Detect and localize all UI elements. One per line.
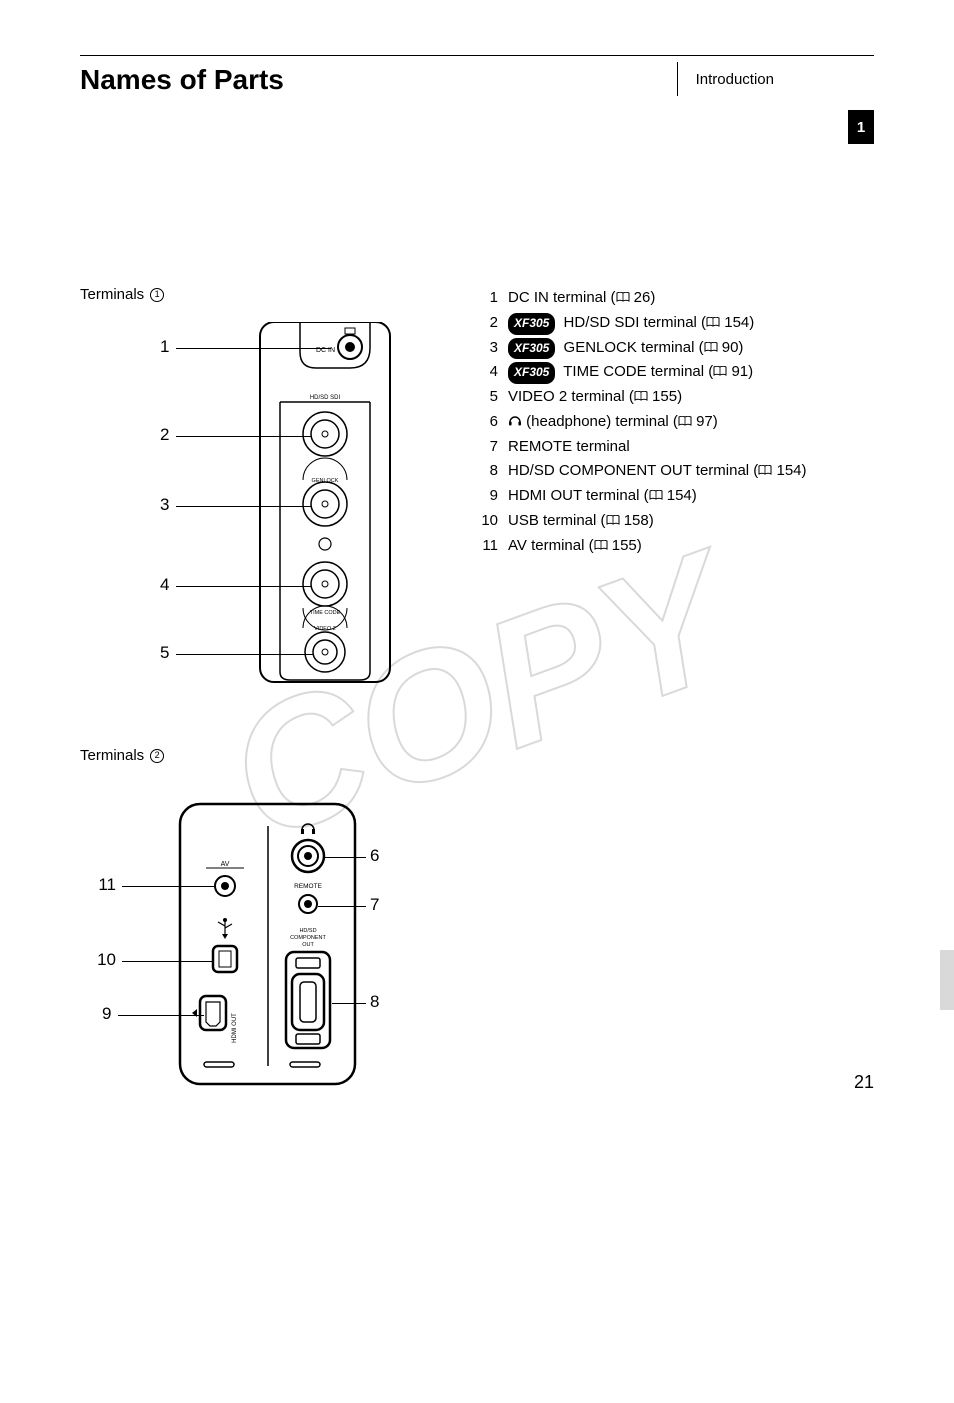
callout-d2-11: 11	[94, 875, 116, 895]
book-icon	[713, 366, 727, 377]
terminal-number: 10	[480, 509, 498, 534]
callout-d1-3: 3	[160, 495, 169, 515]
terminal-desc: HD/SD COMPONENT OUT terminal ( 154)	[508, 459, 807, 484]
terminal-desc: XF305 TIME CODE terminal ( 91)	[508, 360, 753, 385]
book-icon	[678, 416, 692, 427]
circled-2: 2	[150, 749, 164, 763]
terminal-desc: XF305 HD/SD SDI terminal ( 154)	[508, 311, 754, 336]
book-icon	[594, 540, 608, 551]
terminal-row: 5 VIDEO 2 terminal ( 155)	[480, 385, 874, 410]
terminal-row: 7 REMOTE terminal	[480, 435, 874, 460]
callout-d2-6: 6	[370, 846, 379, 866]
headphone-icon	[508, 414, 522, 428]
terminal-row: 11 AV terminal ( 155)	[480, 534, 874, 559]
svg-text:HD/SD SDI: HD/SD SDI	[310, 395, 341, 401]
section-name: Introduction	[696, 71, 774, 88]
terminal-desc: (headphone) terminal ( 97)	[508, 410, 718, 435]
terminal-number: 5	[480, 385, 498, 410]
callout-d2-7: 7	[370, 895, 379, 915]
terminal-number: 3	[480, 336, 498, 361]
terminal-row: 2 XF305 HD/SD SDI terminal ( 154)	[480, 311, 874, 336]
svg-text:AV: AV	[221, 861, 230, 868]
terminal-row: 8 HD/SD COMPONENT OUT terminal ( 154)	[480, 459, 874, 484]
book-icon	[606, 515, 620, 526]
terminal-desc: XF305 GENLOCK terminal ( 90)	[508, 336, 743, 361]
terminal-number: 1	[480, 286, 498, 311]
terminal-desc: HDMI OUT terminal ( 154)	[508, 484, 697, 509]
terminal-desc: USB terminal ( 158)	[508, 509, 654, 534]
terminal-list: 1 DC IN terminal ( 26) 2 XF305 HD/SD SDI te…	[480, 286, 874, 558]
book-icon	[616, 292, 630, 303]
svg-text:COMPONENT: COMPONENT	[290, 935, 326, 941]
terminal-number: 2	[480, 311, 498, 336]
section-2-label: Terminals 2	[80, 747, 440, 764]
terminal-desc: VIDEO 2 terminal ( 155)	[508, 385, 682, 410]
book-icon	[704, 342, 718, 353]
book-icon	[634, 391, 648, 402]
svg-text:VIDEO 2: VIDEO 2	[314, 626, 336, 632]
terminal-row: 1 DC IN terminal ( 26)	[480, 286, 874, 311]
terminal-number: 11	[480, 534, 498, 559]
callout-d1-1: 1	[160, 337, 169, 357]
model-badge: XF305	[508, 362, 555, 384]
terminal-desc: AV terminal ( 155)	[508, 534, 642, 559]
diagram-1: DC IN HD/SD SDI GENLOCK	[80, 317, 440, 697]
terminal-number: 6	[480, 410, 498, 435]
svg-text:GENLOCK: GENLOCK	[312, 478, 339, 484]
section-1-text: Terminals	[80, 286, 144, 303]
page-header: Names of Parts Introduction	[80, 55, 874, 96]
callout-d1-5: 5	[160, 643, 169, 663]
callout-d2-9: 9	[102, 1004, 111, 1024]
chapter-number-box: 1	[848, 110, 874, 144]
terminal-desc: REMOTE terminal	[508, 435, 630, 460]
terminal-number: 7	[480, 435, 498, 460]
svg-text:HD/SD: HD/SD	[299, 928, 316, 934]
svg-text:HDMI OUT: HDMI OUT	[232, 1013, 238, 1043]
callout-d2-8: 8	[370, 992, 379, 1012]
terminal-desc: DC IN terminal ( 26)	[508, 286, 655, 311]
terminal-row: 3 XF305 GENLOCK terminal ( 90)	[480, 336, 874, 361]
section-2-text: Terminals	[80, 747, 144, 764]
book-icon	[649, 490, 663, 501]
diagram-2: AV	[80, 778, 440, 1098]
page-title: Names of Parts	[80, 64, 677, 96]
terminal-row: 10 USB terminal ( 158)	[480, 509, 874, 534]
terminal-row: 6 (headphone) terminal ( 97)	[480, 410, 874, 435]
callout-d1-2: 2	[160, 425, 169, 445]
book-icon	[758, 465, 772, 476]
terminal-row: 9 HDMI OUT terminal ( 154)	[480, 484, 874, 509]
svg-text:TIME CODE: TIME CODE	[310, 610, 341, 616]
svg-text:OUT: OUT	[302, 942, 314, 948]
callout-d1-4: 4	[160, 575, 169, 595]
model-badge: XF305	[508, 338, 555, 360]
svg-text:REMOTE: REMOTE	[294, 883, 322, 890]
callout-d2-10: 10	[94, 950, 116, 970]
page-number: 21	[854, 1072, 874, 1093]
terminal-row: 4 XF305 TIME CODE terminal ( 91)	[480, 360, 874, 385]
circled-1: 1	[150, 288, 164, 302]
terminal-number: 9	[480, 484, 498, 509]
terminal-number: 8	[480, 459, 498, 484]
section-1-label: Terminals 1	[80, 286, 440, 303]
model-badge: XF305	[508, 313, 555, 335]
book-icon	[706, 317, 720, 328]
terminal-number: 4	[480, 360, 498, 385]
